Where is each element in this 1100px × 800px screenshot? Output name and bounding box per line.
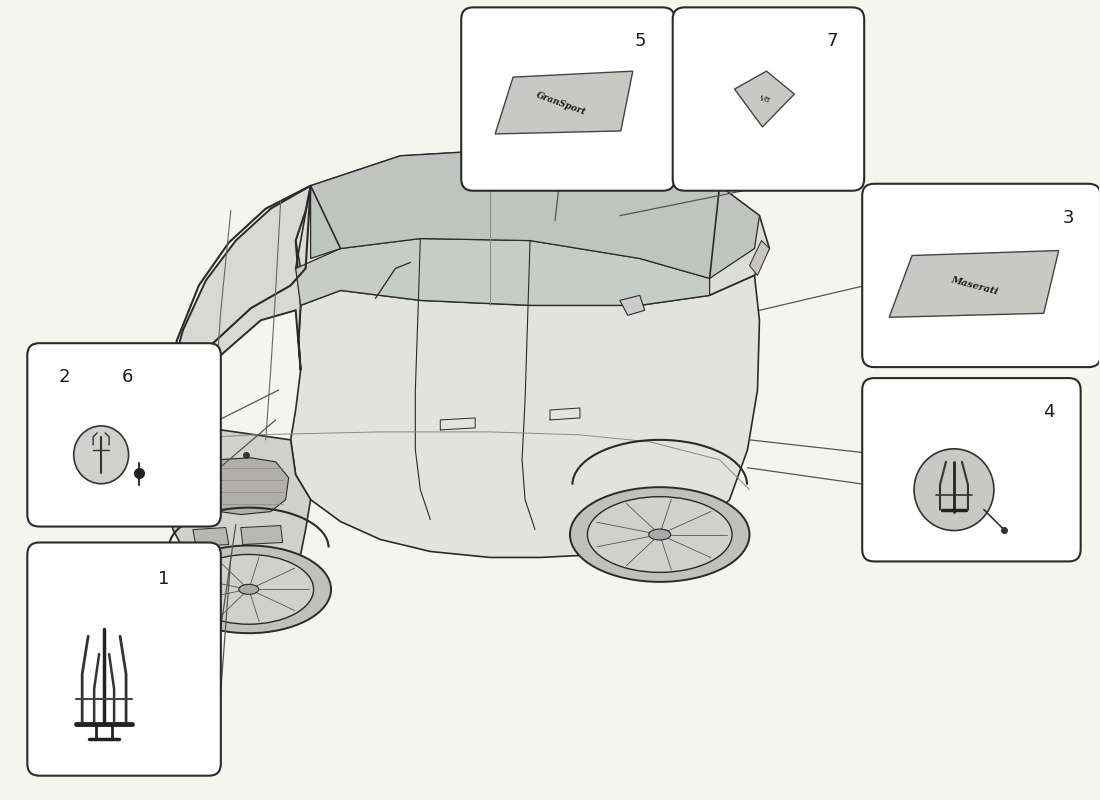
Text: GranSport: GranSport [535,91,587,118]
FancyBboxPatch shape [461,7,674,190]
Text: Maserati: Maserati [949,274,999,296]
Ellipse shape [570,487,749,582]
Ellipse shape [239,584,258,594]
Text: V8: V8 [758,94,771,104]
Text: 6: 6 [121,368,133,386]
Polygon shape [163,186,310,440]
Polygon shape [192,527,229,546]
Ellipse shape [74,426,129,484]
Text: 5: 5 [635,32,647,50]
Text: 2: 2 [58,368,70,386]
Polygon shape [161,430,310,579]
Text: 1: 1 [158,570,169,588]
FancyBboxPatch shape [673,7,865,190]
Polygon shape [735,71,794,127]
Ellipse shape [587,497,732,572]
Ellipse shape [166,546,331,633]
Polygon shape [889,250,1058,318]
Polygon shape [186,458,288,514]
Ellipse shape [184,554,314,624]
Ellipse shape [914,449,994,530]
FancyBboxPatch shape [862,184,1100,367]
Polygon shape [241,526,283,545]
FancyBboxPatch shape [28,343,221,526]
FancyBboxPatch shape [28,542,221,776]
Text: 3: 3 [1063,209,1075,226]
Polygon shape [310,149,759,278]
Polygon shape [495,71,632,134]
Text: 7: 7 [826,32,838,50]
Polygon shape [290,275,759,558]
Polygon shape [296,238,710,306]
Polygon shape [296,149,769,306]
Text: 4: 4 [1043,403,1055,421]
Ellipse shape [649,529,671,540]
FancyBboxPatch shape [862,378,1080,562]
Polygon shape [749,241,769,275]
Polygon shape [619,295,645,315]
